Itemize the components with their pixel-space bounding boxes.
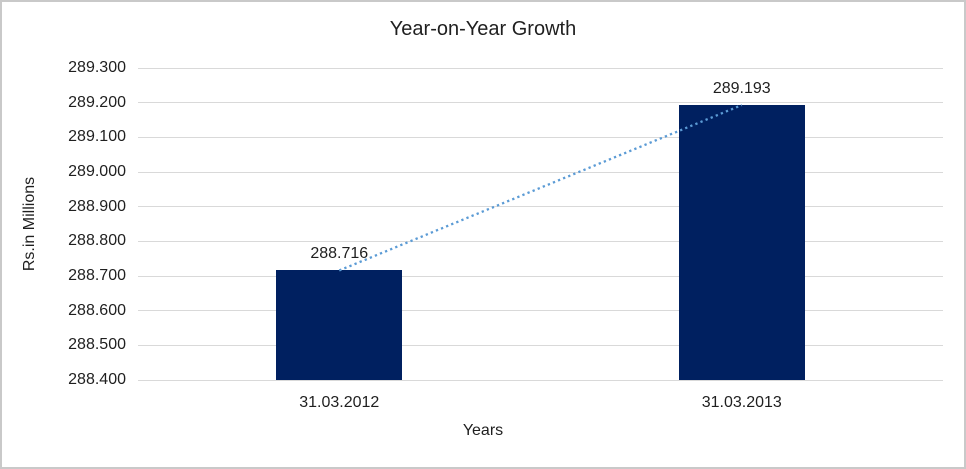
y-tick-label: 289.000 xyxy=(68,163,126,180)
y-tick-label: 288.800 xyxy=(68,232,126,250)
x-axis-title: Years xyxy=(462,422,504,439)
gridline xyxy=(138,171,943,173)
gridline xyxy=(138,275,943,277)
bar-31.03.2012 xyxy=(276,270,403,380)
y-tick-label: 288.400 xyxy=(68,371,126,388)
gridline xyxy=(138,379,943,381)
y-tick-label: 288.600 xyxy=(68,301,126,319)
bar-31.03.2013 xyxy=(678,105,805,380)
y-tick-label: 288.900 xyxy=(68,197,126,215)
y-tick-label: 289.300 xyxy=(68,59,126,76)
x-tick-label: 31.03.2013 xyxy=(701,394,782,411)
bar-data-label: 288.716 xyxy=(310,245,369,263)
y-tick-label: 289.200 xyxy=(68,93,126,111)
x-tick-label: 31.03.2012 xyxy=(299,394,380,411)
gridline xyxy=(138,136,943,138)
gridline xyxy=(138,206,943,208)
gridline xyxy=(138,240,943,242)
gridline xyxy=(138,102,943,104)
y-tick-label: 288.500 xyxy=(68,336,126,354)
y-tick-label: 288.700 xyxy=(68,267,126,284)
bar-data-label: 289.193 xyxy=(712,80,771,98)
gridline xyxy=(138,310,943,312)
y-tick-label: 289.100 xyxy=(68,128,126,146)
gridline xyxy=(138,344,943,346)
chart-title: Year-on-Year Growth xyxy=(389,18,577,40)
y-axis-title: Rs.in Millions xyxy=(21,176,38,272)
gridline xyxy=(138,67,943,69)
